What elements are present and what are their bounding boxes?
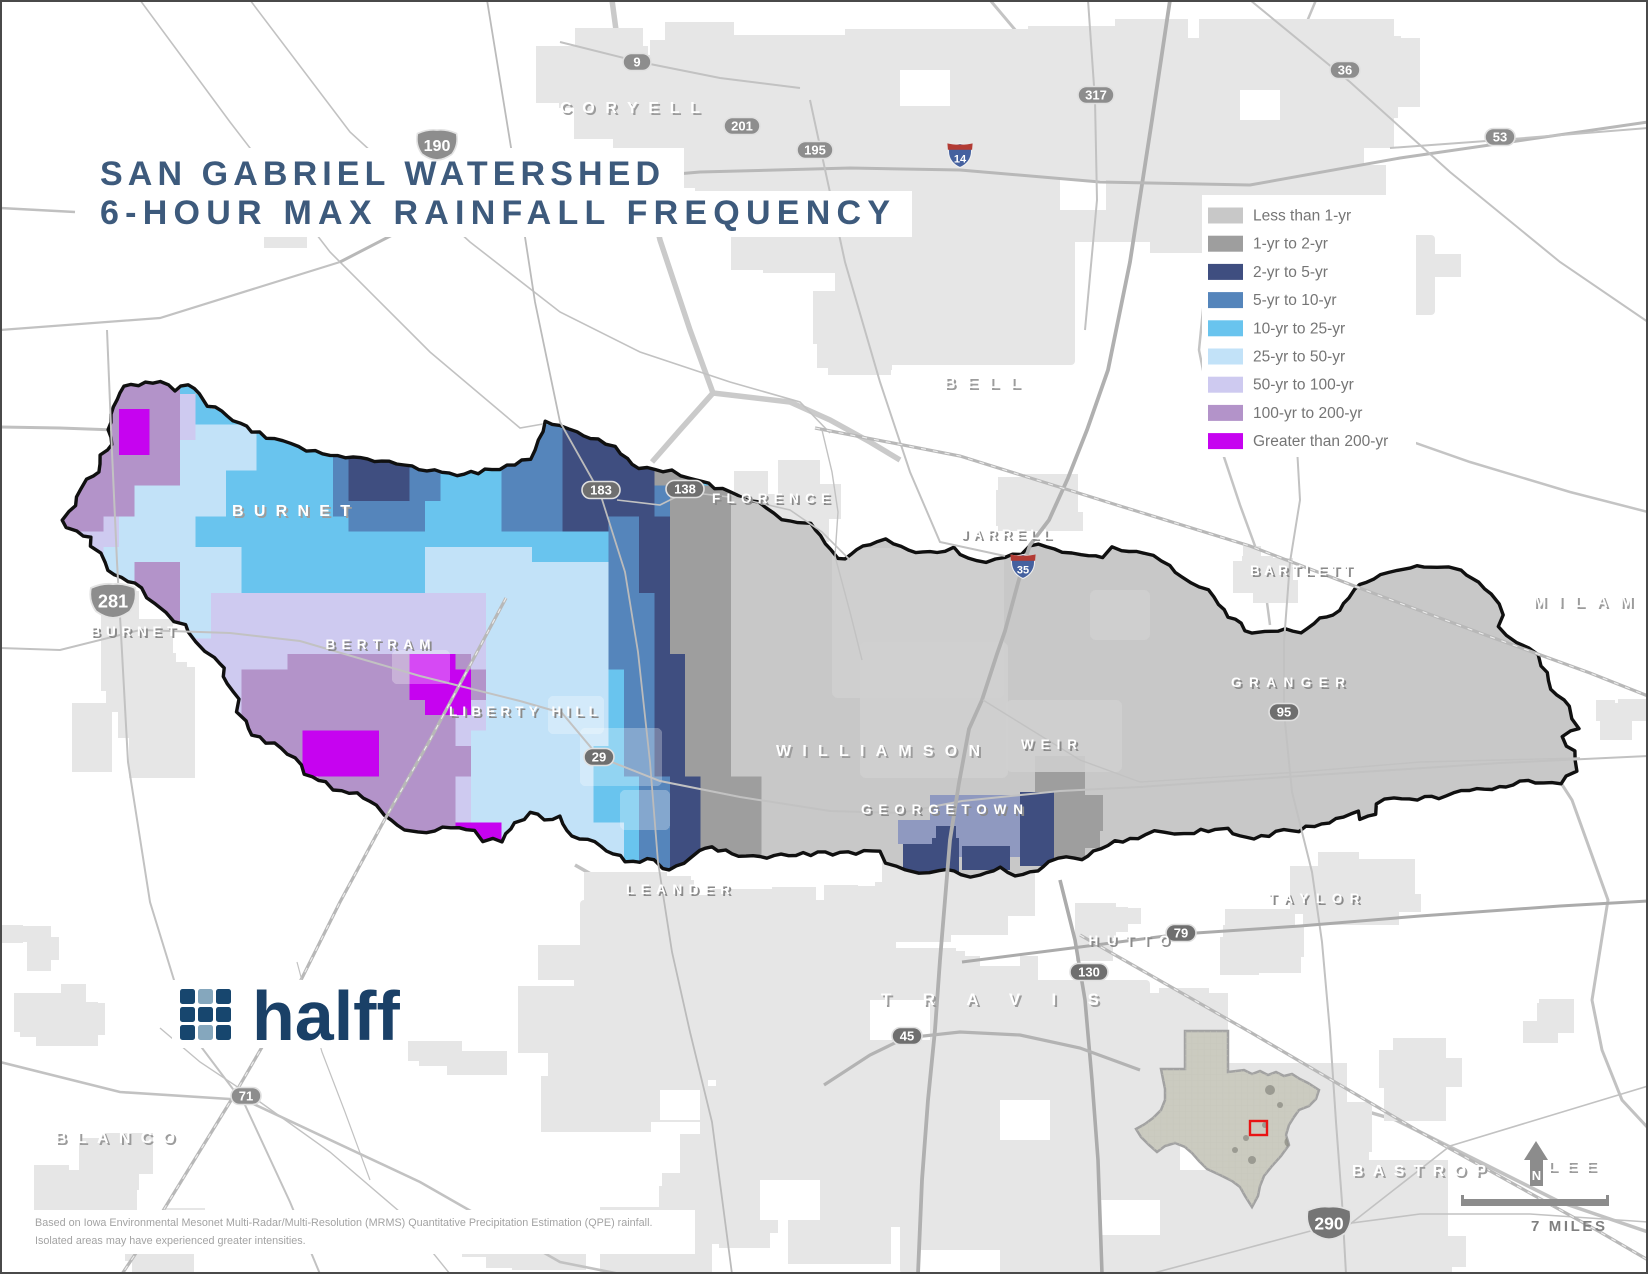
svg-text:45: 45: [900, 1029, 914, 1044]
svg-text:Less than 1-yr: Less than 1-yr: [1253, 208, 1351, 225]
svg-text:halff: halff: [252, 977, 400, 1055]
svg-text:201: 201: [731, 119, 753, 134]
svg-text:9: 9: [633, 55, 640, 70]
svg-text:317: 317: [1085, 88, 1107, 103]
svg-text:1-yr to 2-yr: 1-yr to 2-yr: [1253, 236, 1328, 253]
svg-text:LIBERTY HILL: LIBERTY HILL: [449, 704, 597, 719]
svg-text:N: N: [1532, 1168, 1541, 1183]
svg-text:JARRELL: JARRELL: [961, 527, 1052, 542]
svg-text:LIBERTY HILL: LIBERTY HILL: [451, 706, 599, 721]
svg-text:10-yr to 25-yr: 10-yr to 25-yr: [1253, 320, 1345, 337]
svg-text:138: 138: [674, 482, 696, 497]
svg-text:35: 35: [1017, 565, 1029, 577]
svg-text:WILLIAMSON: WILLIAMSON: [778, 745, 982, 762]
svg-text:WILLIAMSON: WILLIAMSON: [776, 743, 980, 760]
svg-text:14: 14: [954, 154, 967, 166]
svg-text:183: 183: [590, 483, 612, 498]
svg-text:281: 281: [98, 592, 128, 612]
svg-text:130: 130: [1078, 965, 1100, 980]
svg-text:Greater than 200-yr: Greater than 200-yr: [1253, 433, 1388, 450]
svg-text:2-yr to 5-yr: 2-yr to 5-yr: [1253, 264, 1328, 281]
svg-text:5-yr to 10-yr: 5-yr to 10-yr: [1253, 292, 1337, 309]
svg-text:WEIR: WEIR: [1021, 737, 1077, 752]
svg-text:190: 190: [424, 137, 451, 155]
svg-text:95: 95: [1277, 705, 1291, 720]
svg-text:25-yr to 50-yr: 25-yr to 50-yr: [1253, 349, 1345, 366]
svg-text:79: 79: [1174, 926, 1188, 941]
svg-text:195: 195: [804, 143, 826, 158]
svg-text:53: 53: [1493, 130, 1507, 145]
svg-text:Isolated areas may have experi: Isolated areas may have experienced grea…: [35, 1235, 306, 1247]
svg-text:SAN GABRIEL WATERSHED: SAN GABRIEL WATERSHED: [100, 155, 660, 193]
svg-text:100-yr to 200-yr: 100-yr to 200-yr: [1253, 405, 1362, 422]
svg-text:Based on Iowa Environmental Me: Based on Iowa Environmental Mesonet Mult…: [35, 1217, 652, 1229]
svg-text:36: 36: [1338, 63, 1352, 78]
svg-text:LEE: LEE: [1548, 1158, 1596, 1175]
svg-text:290: 290: [1314, 1213, 1343, 1233]
svg-text:71: 71: [239, 1089, 253, 1104]
svg-text:50-yr to 100-yr: 50-yr to 100-yr: [1253, 377, 1354, 394]
svg-text:HUTTO: HUTTO: [1089, 933, 1170, 948]
svg-text:29: 29: [592, 750, 606, 765]
svg-text:HUTTO: HUTTO: [1091, 935, 1172, 950]
